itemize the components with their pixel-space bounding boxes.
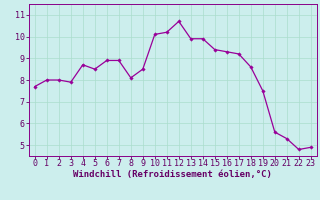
- X-axis label: Windchill (Refroidissement éolien,°C): Windchill (Refroidissement éolien,°C): [73, 170, 272, 179]
